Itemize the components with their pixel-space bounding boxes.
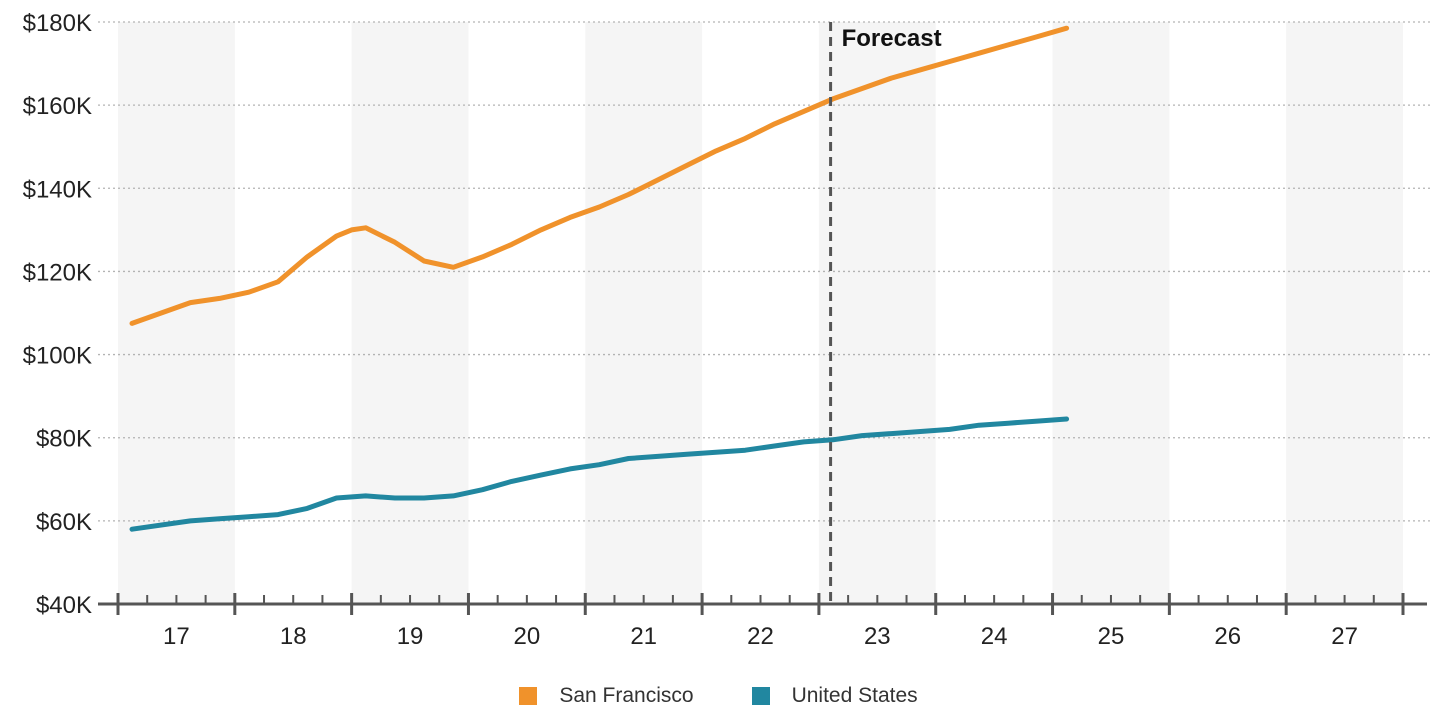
x-tick-label: 18 (280, 623, 307, 650)
forecast-label: Forecast (842, 25, 942, 52)
legend-label-san-francisco: San Francisco (559, 684, 694, 707)
x-tick-label: 27 (1331, 623, 1358, 650)
x-tick-label: 19 (397, 623, 424, 650)
y-tick-label: $160K (23, 93, 92, 120)
year-band (1286, 22, 1403, 604)
x-tick-label: 20 (514, 623, 541, 650)
y-tick-label: $120K (23, 259, 92, 286)
year-bands (118, 22, 1403, 604)
year-band (818, 22, 936, 604)
y-axis: $40K $60K $80K $100K $120K $140K $160K $180K (23, 10, 92, 619)
x-tick-label: 21 (630, 623, 657, 650)
line-chart: Forecast $40K $60K $80K $100K $120K $140K $160… (23, 10, 1430, 650)
legend-item-united-states: United States (751, 684, 918, 708)
x-tick-label: 22 (747, 623, 774, 650)
forecast-annotation: Forecast (829, 22, 942, 604)
y-tick-label: $140K (23, 176, 92, 203)
x-axis (98, 593, 1427, 615)
x-tick-label: 24 (981, 623, 1008, 650)
x-tick-label: 25 (1098, 623, 1125, 650)
legend-swatch-united-states (751, 687, 770, 705)
legend-swatch-san-francisco (519, 687, 538, 705)
series-line-united-states (129, 416, 1070, 532)
y-tick-label: $80K (36, 426, 92, 453)
year-band (585, 22, 703, 604)
year-band (351, 22, 469, 604)
y-tick-label: $100K (23, 343, 92, 370)
y-tick-label: $180K (23, 10, 92, 37)
year-band (118, 22, 235, 604)
grid-lines (98, 21, 1430, 522)
legend: San Francisco United States (0, 684, 1437, 708)
legend-item-san-francisco: San Francisco (519, 684, 694, 708)
series-lines (129, 25, 1070, 532)
series-line-san-francisco (129, 25, 1070, 326)
x-tick-label: 17 (163, 623, 190, 650)
x-tick-label: 23 (864, 623, 891, 650)
y-tick-label: $40K (36, 592, 92, 619)
legend-label-united-states: United States (791, 684, 918, 707)
x-tick-label: 26 (1214, 623, 1241, 650)
year-band (1052, 22, 1170, 604)
x-tick-labels: 17 18 19 20 21 22 23 24 25 26 27 (163, 623, 1358, 650)
y-tick-label: $60K (36, 509, 92, 536)
